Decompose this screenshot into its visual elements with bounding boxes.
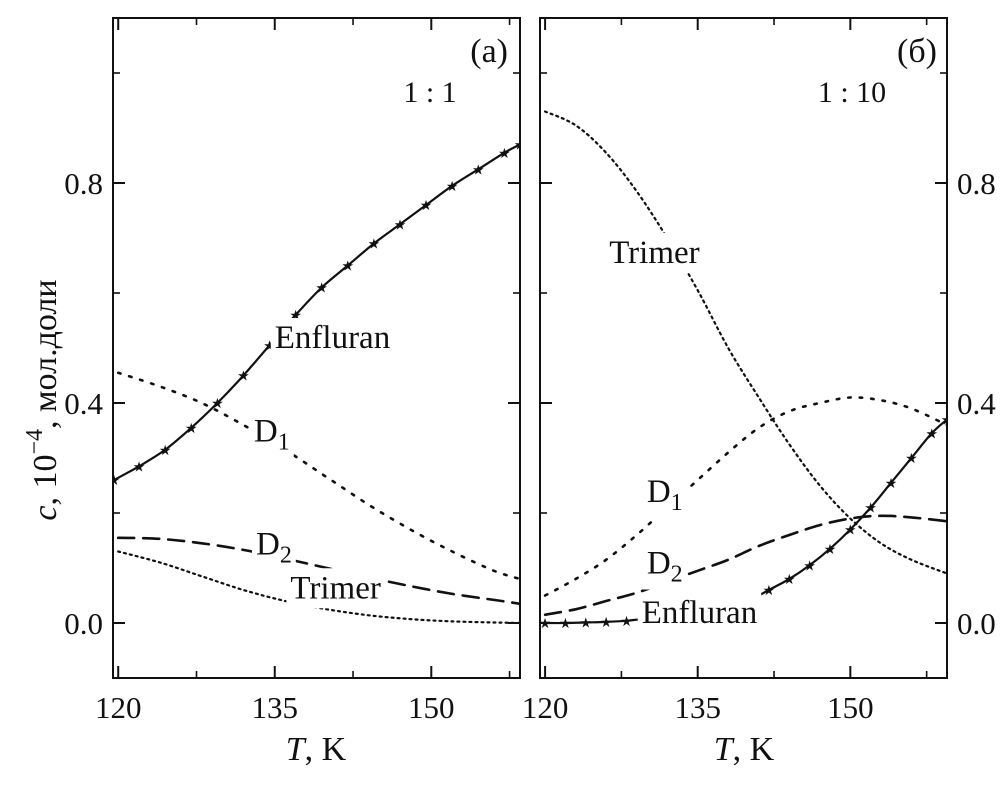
plot-frame: [112, 17, 521, 679]
data-point-enfluran: ★: [514, 139, 527, 154]
series-line-enfluran: [113, 143, 520, 482]
data-point-enfluran: ★: [237, 370, 250, 385]
data-point-enfluran: ★: [342, 260, 355, 275]
y-tick-label: 0.8: [64, 166, 103, 201]
data-point-enfluran: ★: [159, 444, 172, 459]
data-point-enfluran: ★: [185, 422, 198, 437]
x-tick-label: 150: [408, 690, 455, 725]
label-background: [605, 232, 704, 273]
ratio-label: 1 : 1: [403, 76, 456, 109]
x-tick-label: 135: [252, 690, 299, 725]
data-point-enfluran: ★: [368, 238, 381, 253]
label-background: [642, 543, 687, 590]
data-point-enfluran: ★: [783, 573, 796, 588]
x-axis-label-a: T, K: [286, 731, 347, 768]
data-point-enfluran: ★: [905, 452, 918, 467]
x-tick-label: 120: [95, 690, 142, 725]
series-line-trimer: [544, 110, 947, 575]
data-point-enfluran: ★: [885, 477, 898, 492]
label-background: [251, 524, 296, 571]
data-point-enfluran: ★: [925, 427, 938, 442]
series-label-d2: D2: [256, 526, 292, 568]
x-tick-label: 135: [674, 690, 721, 725]
data-point-enfluran: ★: [315, 282, 328, 297]
label-background: [270, 318, 395, 358]
y-tick-label: 0.4: [957, 386, 996, 421]
y-tick-label: 0.0: [64, 606, 103, 641]
data-point-enfluran: ★: [446, 180, 459, 195]
series-label-enfluran: Enfluran: [642, 595, 757, 631]
data-point-enfluran: ★: [803, 559, 816, 574]
label-background: [642, 472, 687, 518]
y-axis-label-text: c, 10−4, мол.доли: [22, 279, 64, 520]
data-point-enfluran: ★: [108, 474, 121, 489]
label-background: [286, 568, 385, 609]
data-point-enfluran: ★: [498, 147, 511, 162]
data-point-enfluran: ★: [559, 617, 572, 632]
series-label-trimer: Trimer: [609, 235, 699, 271]
series-label-d2: D2: [647, 546, 683, 588]
series-label-d1: D1: [647, 474, 683, 516]
label-background: [249, 411, 294, 458]
data-point-enfluran: ★: [824, 543, 837, 558]
series-line-d2: [543, 514, 947, 617]
y-tick-label: 0.4: [64, 386, 103, 421]
panel-label: (a): [470, 33, 508, 70]
label-background: [637, 593, 762, 633]
panel-label: (б): [897, 33, 937, 70]
series-line-d2: [116, 536, 520, 606]
data-point-enfluran: ★: [580, 616, 593, 631]
series-label-trimer: Trimer: [290, 570, 380, 606]
data-point-enfluran: ★: [600, 616, 613, 631]
y-tick-label: 0.8: [957, 166, 996, 201]
data-point-enfluran: ★: [133, 460, 146, 475]
data-point-enfluran: ★: [539, 617, 552, 632]
x-tick-label: 120: [522, 690, 569, 725]
data-point-enfluran: ★: [420, 199, 433, 214]
series-label-enfluran: Enfluran: [275, 320, 390, 356]
series-label-d1: D1: [254, 414, 290, 456]
plot-frame: [539, 17, 948, 679]
data-point-enfluran: ★: [472, 163, 485, 178]
x-axis-label-b: T, K: [714, 731, 775, 768]
data-point-enfluran: ★: [620, 615, 633, 630]
x-tick-label: 150: [827, 690, 874, 725]
series-line-trimer: [117, 550, 520, 625]
data-point-enfluran: ★: [864, 502, 877, 517]
y-tick-label: 0.0: [957, 606, 996, 641]
series-line-d1: [116, 371, 520, 581]
data-point-enfluran: ★: [394, 218, 407, 233]
ratio-label: 1 : 10: [818, 76, 886, 109]
data-point-enfluran: ★: [844, 524, 857, 539]
data-point-enfluran: ★: [763, 584, 776, 599]
data-point-enfluran: ★: [941, 414, 954, 429]
series-line-d1: [543, 396, 947, 597]
y-axis-label: c, 10−4, мол.доли: [22, 279, 64, 520]
